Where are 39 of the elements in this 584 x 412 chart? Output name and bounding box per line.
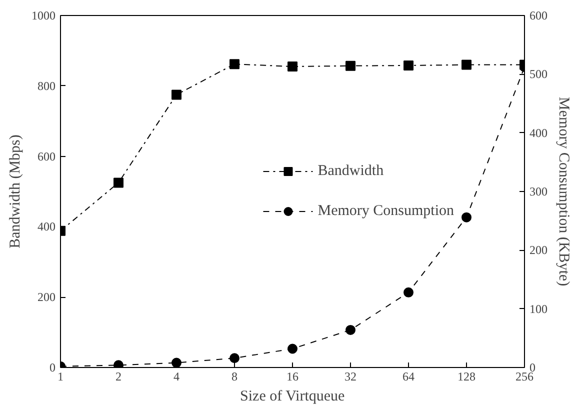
- point: [346, 324, 356, 335]
- x-tick-label: 4: [174, 370, 180, 384]
- x-tick-label: 2: [116, 370, 122, 384]
- y2-tick-label: 500: [530, 67, 548, 82]
- x-tick-label: 128: [458, 370, 476, 384]
- point: [172, 358, 182, 368]
- point: [114, 178, 124, 188]
- y-tick-label: 200: [38, 290, 56, 304]
- point: [288, 62, 298, 72]
- x-tick-label: 32: [344, 370, 356, 384]
- y-axis-title: Bandwidth (Mbps): [8, 134, 24, 248]
- point: [230, 353, 240, 364]
- x-tick-label: 1: [58, 370, 64, 384]
- legend-label: Memory Consumption: [318, 202, 454, 220]
- point: [172, 90, 182, 100]
- y-tick-label: 800: [38, 78, 56, 93]
- y2-tick-label: 300: [530, 184, 548, 198]
- y2-tick-label: 0: [530, 360, 536, 374]
- y-tick-label: 600: [38, 149, 56, 164]
- y2-tick-label: 600: [530, 8, 548, 22]
- y-tick-label: 0: [50, 360, 56, 374]
- y-tick-label: 400: [38, 220, 56, 234]
- point: [462, 212, 472, 222]
- y2-tick-label: 400: [530, 126, 548, 140]
- point: [404, 60, 414, 70]
- y-tick-label: 1000: [32, 8, 56, 22]
- point: [230, 59, 240, 70]
- point: [346, 60, 356, 71]
- y2-axis-title: Memory Consumption (KByte): [556, 96, 572, 286]
- point: [288, 344, 298, 354]
- y2-tick-label: 200: [530, 243, 548, 258]
- point: [462, 60, 472, 70]
- x-tick-label: 64: [402, 370, 414, 384]
- x-tick-label: 8: [232, 370, 238, 384]
- point: [404, 287, 414, 298]
- x-tick-label: 16: [286, 370, 298, 384]
- y2-tick-label: 100: [530, 302, 548, 316]
- legend-label: Bandwidth: [318, 162, 384, 180]
- x-axis-title: Size of Virtqueue: [240, 388, 346, 404]
